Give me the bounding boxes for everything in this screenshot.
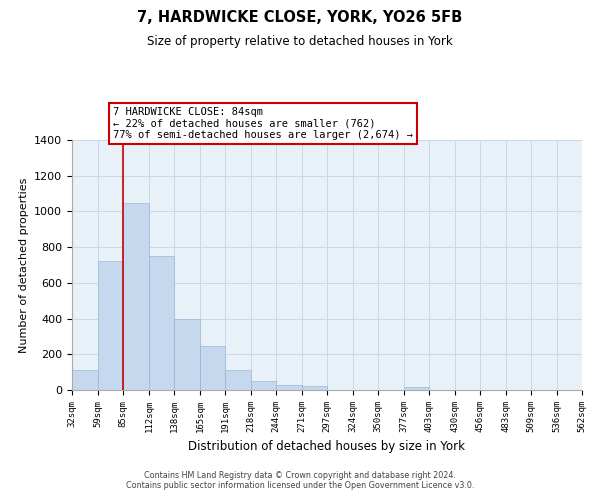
Bar <box>98 262 123 390</box>
Text: Contains HM Land Registry data © Crown copyright and database right 2024.
Contai: Contains HM Land Registry data © Crown c… <box>126 470 474 490</box>
Bar <box>404 388 429 390</box>
Bar <box>149 256 174 390</box>
Bar <box>174 318 200 390</box>
Bar <box>123 202 149 390</box>
Text: Size of property relative to detached houses in York: Size of property relative to detached ho… <box>147 35 453 48</box>
Bar <box>276 384 302 390</box>
Bar <box>302 386 327 390</box>
Y-axis label: Number of detached properties: Number of detached properties <box>19 178 29 352</box>
Bar <box>225 370 251 390</box>
Bar <box>251 381 276 390</box>
Bar <box>200 346 225 390</box>
Bar <box>72 370 98 390</box>
Text: 7 HARDWICKE CLOSE: 84sqm
← 22% of detached houses are smaller (762)
77% of semi-: 7 HARDWICKE CLOSE: 84sqm ← 22% of detach… <box>113 107 413 140</box>
Text: 7, HARDWICKE CLOSE, YORK, YO26 5FB: 7, HARDWICKE CLOSE, YORK, YO26 5FB <box>137 10 463 25</box>
X-axis label: Distribution of detached houses by size in York: Distribution of detached houses by size … <box>188 440 466 454</box>
